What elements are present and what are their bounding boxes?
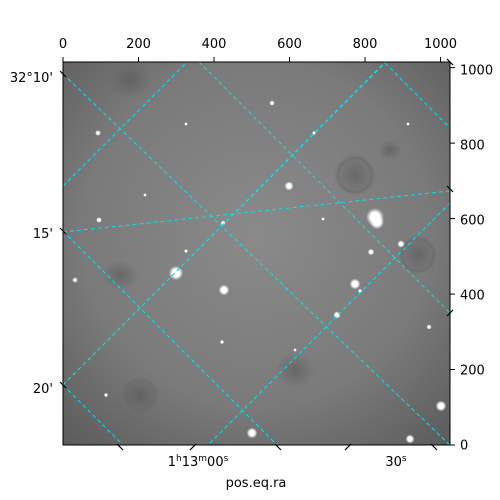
star-core: [399, 242, 403, 246]
dec-tick-label: 15': [33, 227, 53, 242]
star-core: [352, 281, 358, 287]
right-tick-label: 200: [460, 364, 485, 379]
star-core: [438, 403, 444, 409]
star-core: [358, 289, 362, 293]
ra-tick-label: 30s: [385, 454, 407, 470]
right-tick-label: 800: [460, 139, 485, 154]
star-core: [286, 183, 292, 189]
world-ticks: [59, 58, 454, 451]
star-field: [72, 100, 447, 444]
ra-grid-line: [63, 190, 450, 233]
ra-grid-line: [63, 62, 188, 187]
star-core: [407, 436, 413, 442]
star-core: [185, 123, 187, 125]
star-core: [220, 340, 224, 344]
star-core: [270, 101, 274, 105]
star-core: [369, 250, 373, 254]
ra-tick-label: 1h13m00s: [168, 454, 229, 470]
star-core: [104, 393, 108, 397]
top-tick-label: 800: [353, 37, 378, 52]
top-tick-label: 200: [126, 37, 151, 52]
star-core: [294, 349, 296, 351]
star-core: [96, 131, 100, 135]
top-tick-label: 400: [202, 37, 227, 52]
coordinate-grid: [63, 62, 450, 445]
star-core: [221, 287, 227, 293]
ra-grid-line: [63, 62, 386, 386]
star-core: [73, 278, 77, 282]
sky-image: [63, 62, 450, 445]
dec-grid-line: [384, 62, 450, 129]
right-tick-label: 0: [460, 439, 468, 454]
star-core: [249, 430, 255, 436]
right-tick-label: 1000: [460, 64, 493, 79]
star-core: [312, 131, 316, 135]
dec-grid-line: [63, 384, 124, 445]
right-tick-label: 600: [460, 214, 485, 229]
star-core: [144, 194, 146, 196]
star-core: [97, 218, 101, 222]
dec-grid-line: [63, 230, 278, 445]
star-core: [184, 249, 188, 253]
star-core: [172, 269, 180, 277]
star-core: [335, 313, 339, 317]
star-core: [407, 123, 409, 125]
star-core: [427, 325, 431, 329]
top-tick-label: 0: [59, 37, 67, 52]
pixel-ticks: [62, 57, 455, 446]
star-core: [373, 218, 381, 226]
right-tick-label: 400: [460, 289, 485, 304]
top-tick-label: 1000: [424, 37, 457, 52]
x-axis-label: pos.eq.ra: [226, 476, 287, 491]
axes-frame: [62, 61, 451, 446]
star-core: [322, 218, 324, 220]
dec-tick-label: 20': [33, 382, 53, 397]
dec-tick-label: 32°10': [10, 71, 53, 86]
top-tick-label: 600: [277, 37, 302, 52]
dec-grid-line: [198, 62, 450, 314]
